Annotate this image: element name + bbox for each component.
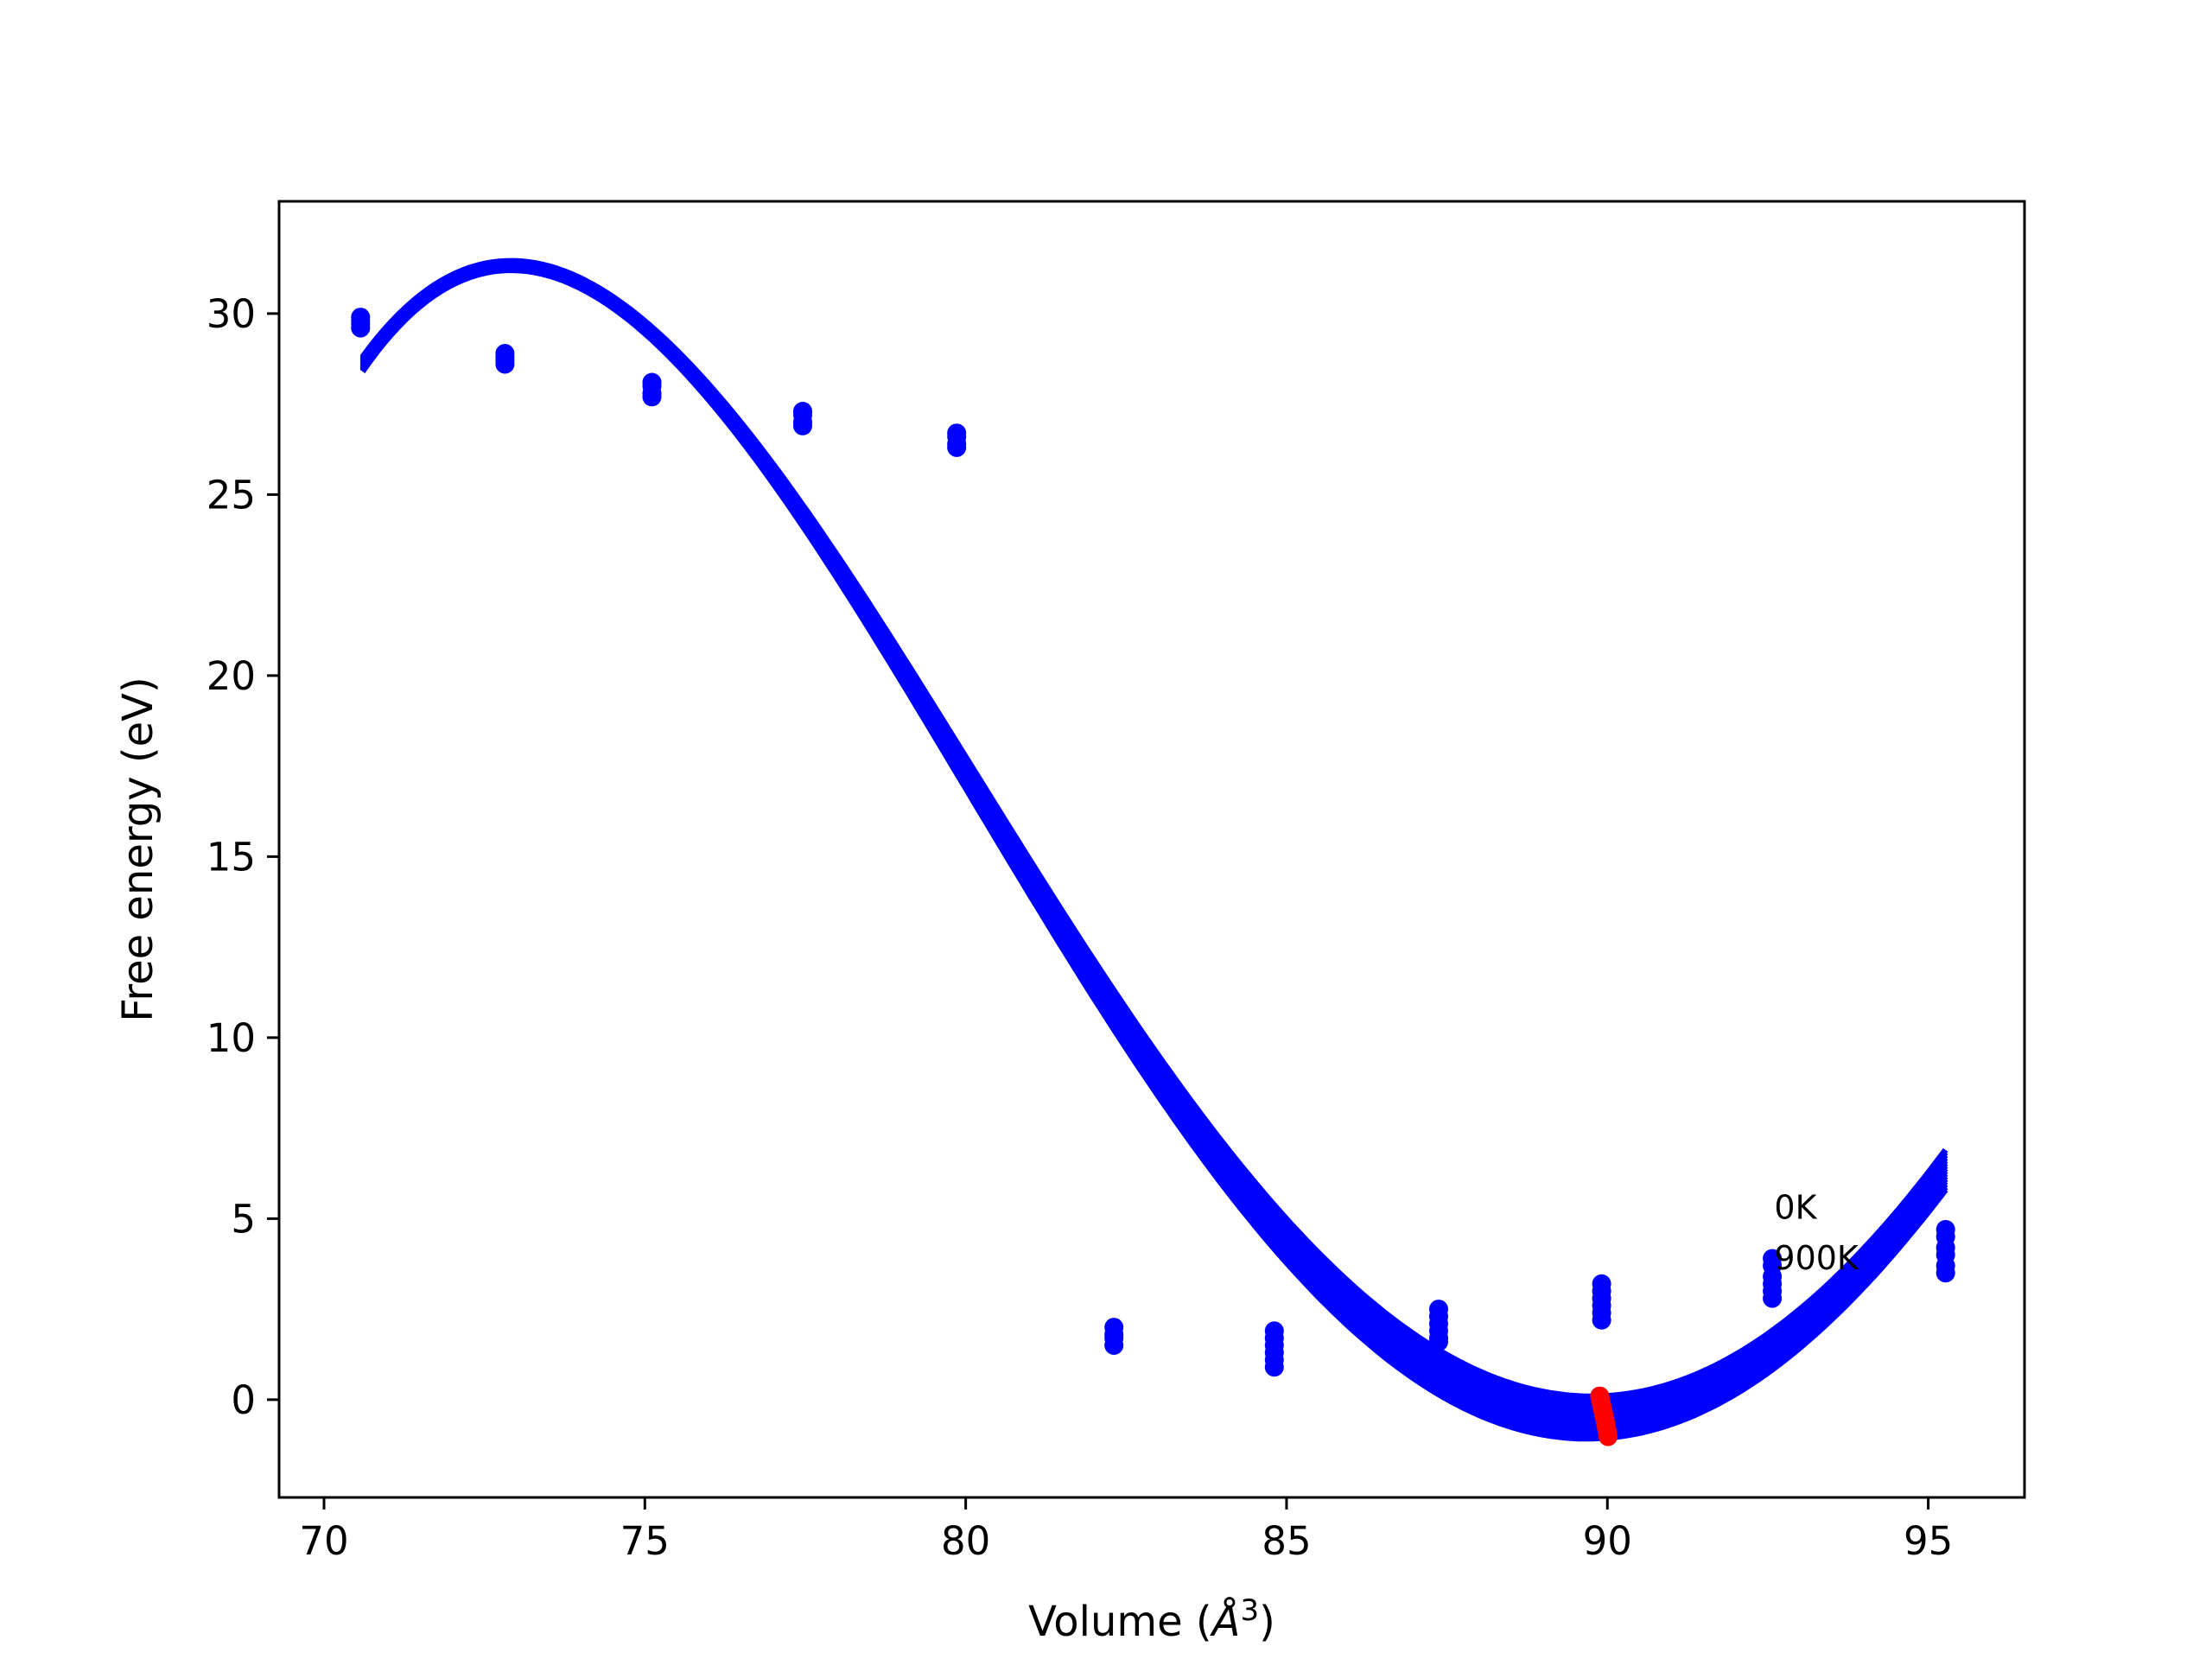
x-tick-label: 90 [1583, 1518, 1632, 1564]
y-tick-label: 0 [231, 1377, 256, 1423]
y-tick-label: 5 [231, 1196, 256, 1242]
x-tick-label: 95 [1904, 1518, 1953, 1564]
x-tick-label: 70 [299, 1518, 348, 1564]
data-point [1264, 1357, 1284, 1377]
data-point [793, 416, 812, 435]
data-point [1763, 1288, 1783, 1308]
fit-curve [359, 267, 1948, 1442]
data-point [351, 318, 371, 338]
minima-points [1590, 1386, 1618, 1446]
data-point [947, 437, 967, 457]
x-axis-label-close: ) [1259, 1598, 1275, 1646]
y-tick-label: 15 [207, 834, 256, 880]
plot-frame [277, 200, 2026, 1499]
x-tick-label: 75 [620, 1518, 670, 1564]
x-tick-label: 85 [1262, 1518, 1311, 1564]
x-axis-label: Volume (Å3) [1028, 1593, 1275, 1646]
y-tick-label: 30 [207, 291, 256, 337]
y-axis-ticks: 0 5 10 15 20 25 30 [207, 291, 279, 1423]
temperature-annotation: 0K [1774, 1188, 1817, 1226]
y-axis-label: Free energy (eV) [114, 677, 162, 1021]
x-axis-ticks: 70 75 80 85 90 95 [299, 1497, 1953, 1564]
x-axis-label-text: Volume ( [1028, 1598, 1212, 1646]
x-axis-label-exponent: 3 [1240, 1593, 1259, 1628]
data-point [1429, 1332, 1448, 1351]
fit-curves [359, 257, 1948, 1442]
y-tick-label: 20 [207, 653, 256, 699]
temperature-annotation: 900K [1774, 1239, 1859, 1277]
data-points [351, 308, 1955, 1377]
data-point [1592, 1310, 1611, 1330]
y-tick-label: 10 [207, 1015, 256, 1061]
x-axis-label-unit: Å [1210, 1597, 1241, 1646]
y-tick-label: 25 [207, 472, 256, 518]
minimum-point [1599, 1427, 1618, 1446]
annotations: 0K 900K [1774, 1188, 1859, 1277]
data-point [495, 354, 515, 374]
x-tick-label: 80 [941, 1518, 990, 1564]
data-point [642, 387, 662, 407]
data-point [1104, 1336, 1124, 1355]
data-point [1936, 1263, 1955, 1283]
